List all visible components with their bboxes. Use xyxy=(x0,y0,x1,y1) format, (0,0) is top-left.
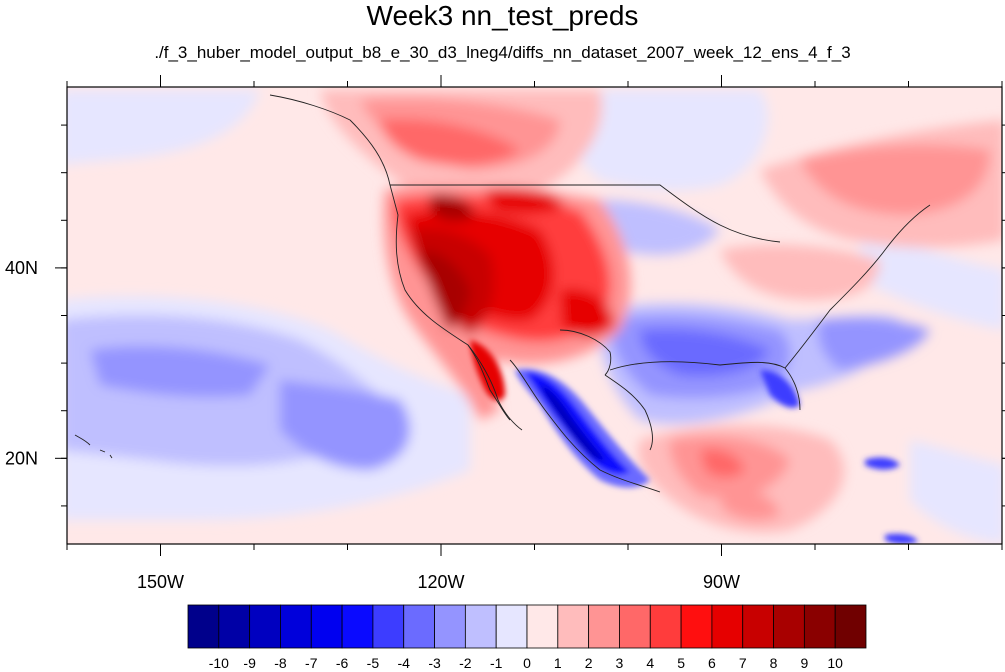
colorbar-label: -4 xyxy=(398,655,411,671)
colorbar-swatch xyxy=(742,604,774,649)
colorbar-swatch xyxy=(557,604,590,649)
axis-ticks xyxy=(55,75,1005,556)
colorbar-swatch xyxy=(680,604,713,649)
colorbar-label: 7 xyxy=(739,655,747,671)
colorbar-swatch xyxy=(434,604,466,649)
colorbar-label: -6 xyxy=(336,655,349,671)
lon-tick-label: 90W xyxy=(703,572,740,592)
colorbar-swatch xyxy=(372,604,405,649)
colorbar-swatch xyxy=(803,604,836,649)
colorbar-label: 3 xyxy=(616,655,624,671)
colorbar-swatch xyxy=(280,604,312,649)
colorbar-swatch xyxy=(464,604,497,649)
colorbar-label: -5 xyxy=(367,655,380,671)
colorbar: -10 -9 -8 -7 -6 -5 -4 -3 -2 -1 0 1 2 3 4 5 6 7 8 9 10 xyxy=(187,604,867,671)
colorbar-swatch xyxy=(649,604,682,649)
colorbar-label: -9 xyxy=(243,655,256,671)
colorbar-swatch xyxy=(711,604,744,649)
lat-tick-label: 20N xyxy=(5,448,38,468)
colorbar-label: 8 xyxy=(770,655,778,671)
colorbar-label: 6 xyxy=(708,655,716,671)
colorbar-label: 5 xyxy=(677,655,685,671)
colorbar-label: 2 xyxy=(585,655,593,671)
lon-tick-label: 150W xyxy=(137,572,184,592)
colorbar-label: 10 xyxy=(827,655,843,671)
colorbar-label: -10 xyxy=(209,655,229,671)
colorbar-swatch xyxy=(249,604,281,649)
lon-tick-label: 120W xyxy=(417,572,464,592)
lat-tick-label: 40N xyxy=(5,258,38,278)
colorbar-swatch xyxy=(495,604,528,649)
colorbar-swatch xyxy=(588,604,620,649)
colorbar-swatch xyxy=(773,604,805,649)
colorbar-swatch xyxy=(310,604,343,649)
colorbar-label: -2 xyxy=(459,655,472,671)
colorbar-swatch xyxy=(218,604,251,649)
colorbar-label: -7 xyxy=(305,655,318,671)
chart-title: Week3 nn_test_preds xyxy=(366,0,639,31)
colorbar-label: -1 xyxy=(490,655,503,671)
colorbar-swatch xyxy=(619,604,651,649)
colorbar-swatch xyxy=(526,604,559,649)
chart-subtitle: ./f_3_huber_model_output_b8_e_30_d3_lneg… xyxy=(154,43,851,62)
colorbar-swatch xyxy=(341,604,374,649)
colorbar-swatch xyxy=(187,604,220,649)
colorbar-label: 4 xyxy=(646,655,654,671)
colorbar-label: 0 xyxy=(523,655,531,671)
coastlines xyxy=(74,94,931,493)
anomaly-field xyxy=(67,87,1002,544)
colorbar-label: -3 xyxy=(428,655,441,671)
colorbar-label: 9 xyxy=(800,655,808,671)
colorbar-swatch xyxy=(403,604,435,649)
colorbar-label: -8 xyxy=(274,655,287,671)
colorbar-swatch xyxy=(834,604,867,649)
colorbar-label: 1 xyxy=(554,655,562,671)
axis-labels: 150W 120W 90W 40N 20N xyxy=(5,258,740,592)
